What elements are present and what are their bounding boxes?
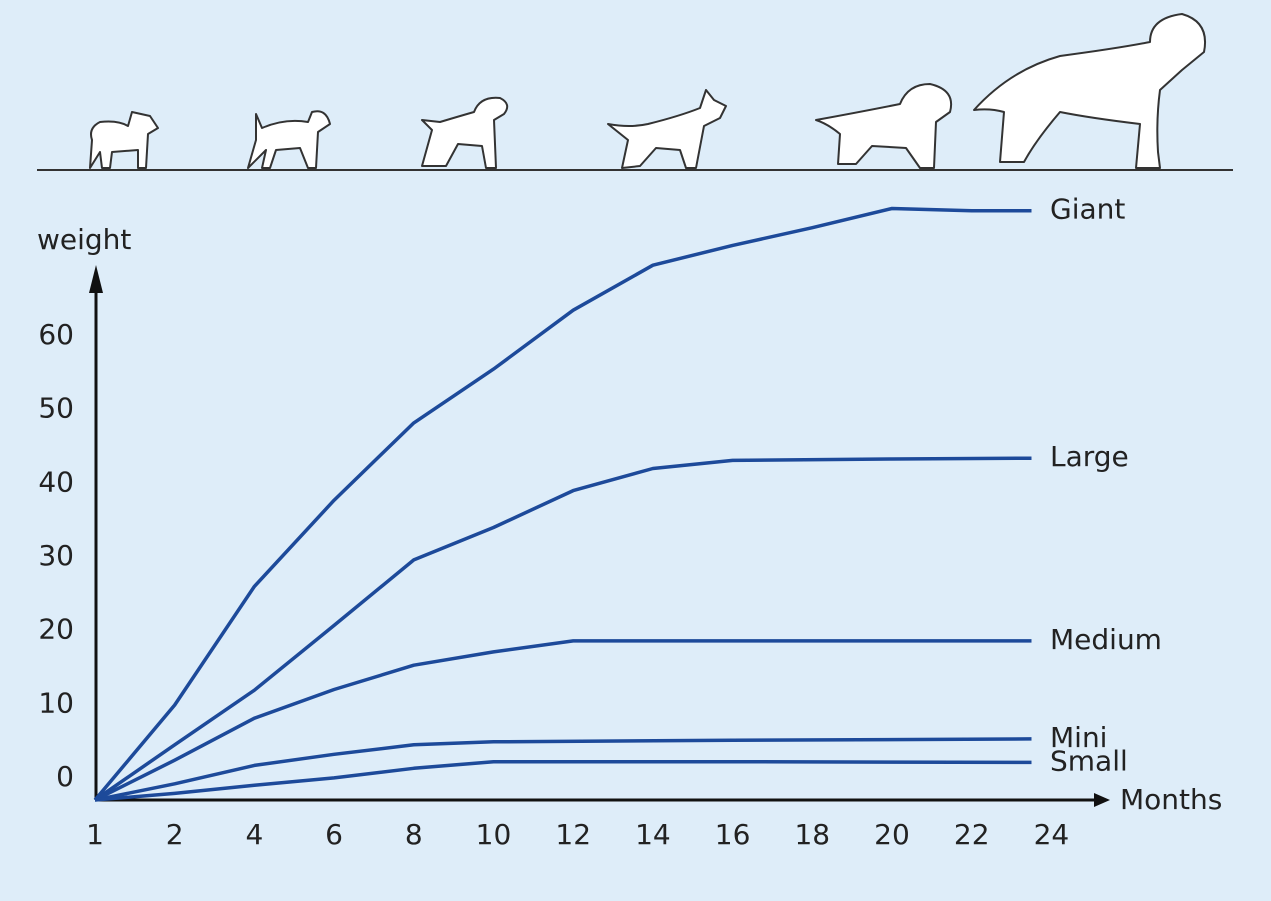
series-line: [94, 759, 1032, 802]
y-tick-label: 30: [38, 539, 74, 572]
x-tick-label: 16: [715, 818, 751, 851]
x-tick-label: 2: [166, 818, 184, 851]
series-label: Medium: [1050, 623, 1162, 656]
x-tick-label: 12: [555, 818, 591, 851]
dog: [89, 111, 159, 169]
x-axis-arrow: [1094, 793, 1110, 807]
series-label: Giant: [1050, 193, 1125, 226]
x-tick-label: 10: [476, 818, 512, 851]
dog: [607, 89, 727, 169]
dog: [973, 13, 1206, 169]
series-line: [94, 456, 1032, 802]
dog: [815, 83, 952, 169]
series-line: [94, 737, 1032, 802]
dog: [421, 96, 509, 169]
x-tick-label: 18: [794, 818, 830, 851]
dog-illustrations: [89, 13, 1206, 169]
series-line: [93, 206, 1032, 802]
dog: [247, 110, 331, 169]
x-tick-label: 4: [245, 818, 263, 851]
x-axis-label: Months: [1120, 783, 1222, 816]
x-tick-label: 22: [954, 818, 990, 851]
series-line: [94, 639, 1032, 802]
y-tick-label: 60: [38, 318, 74, 351]
x-tick-label: 1: [86, 818, 104, 851]
series-label: Small: [1050, 744, 1128, 777]
y-tick-label: 50: [38, 392, 74, 425]
x-tick-label: 6: [325, 818, 343, 851]
x-tick-label: 14: [635, 818, 671, 851]
x-tick-label: 8: [405, 818, 423, 851]
y-tick-label: 0: [56, 760, 74, 793]
y-axis-label: weight: [37, 223, 131, 256]
y-axis-arrow: [89, 265, 103, 293]
x-tick-label: 20: [874, 818, 910, 851]
y-tick-label: 20: [38, 613, 74, 646]
series-label: Mini: [1050, 721, 1107, 754]
y-tick-label: 40: [38, 465, 74, 498]
y-tick-label: 10: [38, 686, 74, 719]
x-tick-label: 24: [1034, 818, 1070, 851]
series-label: Large: [1050, 440, 1129, 473]
